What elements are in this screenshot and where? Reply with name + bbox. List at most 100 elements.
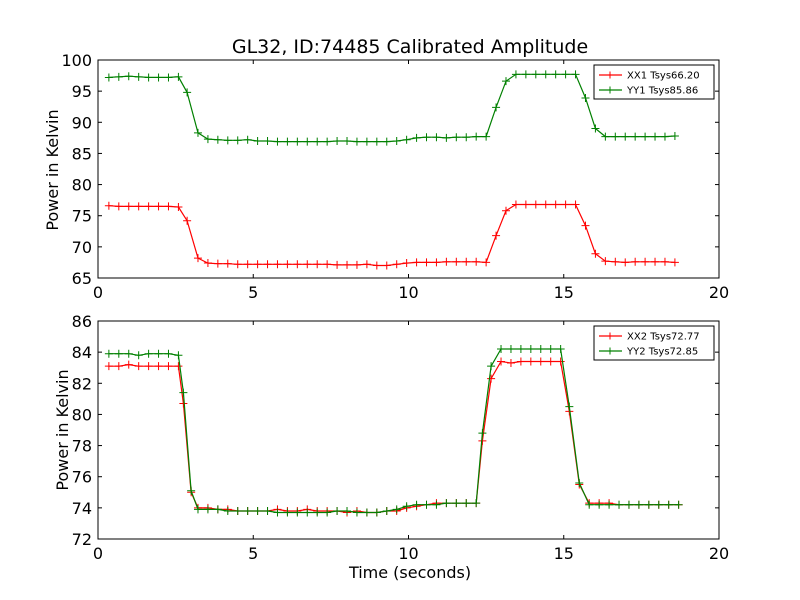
bottom-subplot: Power in Kelvin Time (seconds) 0 5 10 15 20 7… [53,312,729,582]
top-series-0-point [392,260,401,269]
top-series-1-point [581,93,590,102]
top-series-0-point [422,258,431,267]
bottom-series-1-point [472,499,481,508]
top-series-0-point [541,200,550,209]
top-series-0-point [144,202,153,211]
bottom-xtick-label: 10 [398,544,418,563]
bottom-legend-marker-1 [606,347,614,355]
bottom-legend: XX2 Tsys72.77 YY2 Tsys72.85 [593,325,715,361]
bottom-series-1-point [154,349,163,358]
top-series-1-point [104,73,113,82]
top-series-0-point [561,200,570,209]
top-series-1-point [402,135,411,144]
top-ytick-label: 95 [72,82,92,101]
bottom-series-1-point [644,500,653,509]
bottom-series-1-point [478,429,487,438]
top-series-1-point [571,70,580,79]
bottom-ytick-label: 74 [72,499,92,518]
bottom-series-1-point [605,500,614,509]
top-series-1-point [243,135,252,144]
top-series-1-point [362,137,371,146]
bottom-series-1-point [352,508,361,517]
top-series-0-point [581,221,590,230]
top-series-1-point [343,136,352,145]
top-series-1-point [651,132,660,141]
bottom-series-1-point [536,345,545,354]
bottom-series-1-point [506,345,515,354]
top-series-0-point [253,260,262,269]
top-legend-label-1: YY1 Tsys85.86 [626,86,698,97]
bottom-series [104,345,683,517]
bottom-series-0-point [506,359,515,368]
top-series-line-1 [108,73,675,143]
bottom-series-0-point [154,362,163,371]
top-series-0-point [323,260,332,269]
top-series-1-point [511,70,520,79]
top-series-1-point [372,137,381,146]
top-series-0-point [104,201,113,210]
top-series-1-point [124,72,133,81]
bottom-xtick-label: 20 [709,544,729,563]
bottom-series-1-point [556,345,565,354]
bottom-series-1-point [213,505,222,514]
top-series-1-point [193,128,202,137]
top-series-1-point [531,70,540,79]
bottom-series-0-point [526,357,535,366]
bottom-series-1-point [546,345,555,354]
figure-title: GL32, ID:74485 Calibrated Amplitude [232,36,588,58]
top-series-1-point [670,131,679,140]
top-series-0-point [492,231,501,240]
bottom-plot-frame [97,320,720,540]
top-ytick-label: 75 [72,207,92,226]
bottom-series-0-point [124,360,133,369]
bottom-series-0-point [174,362,183,371]
top-series-1-point [233,136,242,145]
top-series-1-point [323,137,332,146]
bottom-ytick-label: 84 [72,343,92,362]
top-series-1-point [631,132,640,141]
top-series-1-point [213,135,222,144]
top-ytick-label: 65 [72,269,92,288]
top-series-1-point [432,133,441,142]
bottom-ytick-label: 78 [72,437,92,456]
bottom-series-1-point [516,345,525,354]
top-series-1-point [313,137,322,146]
bottom-series-line-1 [108,348,679,514]
top-series-0-point [193,254,202,263]
bottom-series-1-point [526,345,535,354]
top-series-0-point [372,261,381,270]
bottom-xlabel: Time (seconds) [348,563,471,582]
top-series-0-point [571,200,580,209]
top-series-0-point [362,260,371,269]
top-series-0-point [621,258,630,267]
top-series-0-point [551,200,560,209]
bottom-series-0-point [134,362,143,371]
top-series-0-point [313,260,322,269]
bottom-series-1-point [144,349,153,358]
top-series-0-point [303,260,312,269]
top-series-1-point [422,133,431,142]
top-series-1-point [303,137,312,146]
bottom-xtick-label: 0 [93,544,103,563]
top-series-1-point [392,136,401,145]
top-series-0-point [343,260,352,269]
bottom-series-1-point [333,506,342,515]
top-series [104,70,679,270]
bottom-legend-marker-0 [606,332,614,340]
bottom-series-1-point [193,505,202,514]
top-series-1-point [352,137,361,146]
bottom-series-1-point [422,500,431,509]
bottom-series-1-point [462,499,471,508]
top-series-0-point [452,257,461,266]
top-series-1-point [293,137,302,146]
bottom-series-1-point [382,506,391,515]
bottom-series-1-point [624,500,633,509]
top-legend-label-0: XX1 Tsys66.20 [627,71,700,82]
bottom-series-1-point [293,508,302,517]
top-series-0-point [482,258,491,267]
top-series-1-point [114,72,123,81]
bottom-series-0-point [179,399,188,408]
bottom-series-1-point [243,506,252,515]
top-ytick-label: 70 [72,238,92,257]
top-series-0-point [611,257,620,266]
